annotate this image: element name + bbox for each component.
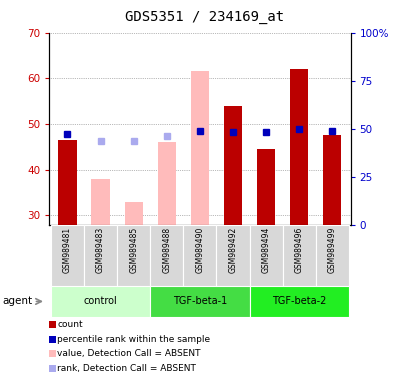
Text: percentile rank within the sample: percentile rank within the sample	[57, 334, 210, 344]
Text: GSM989481: GSM989481	[63, 227, 72, 273]
Text: GSM989490: GSM989490	[195, 227, 204, 273]
Bar	[256, 149, 274, 225]
Text: control: control	[83, 296, 117, 306]
Bar	[223, 106, 241, 225]
Text: GSM989499: GSM989499	[327, 227, 336, 273]
Bar	[315, 225, 348, 286]
Text: GSM989488: GSM989488	[162, 227, 171, 273]
Bar	[150, 225, 183, 286]
Bar	[157, 142, 175, 225]
Text: TGF-beta-2: TGF-beta-2	[271, 296, 326, 306]
Text: GDS5351 / 234169_at: GDS5351 / 234169_at	[125, 10, 284, 23]
Bar	[290, 69, 308, 225]
Bar	[322, 136, 341, 225]
Text: count: count	[57, 320, 83, 329]
Text: GSM989483: GSM989483	[96, 227, 105, 273]
Bar	[58, 140, 76, 225]
Bar	[84, 225, 117, 286]
Text: GSM989492: GSM989492	[228, 227, 237, 273]
Bar	[216, 225, 249, 286]
Bar	[150, 286, 249, 317]
Bar	[124, 202, 142, 225]
Bar	[117, 225, 150, 286]
Text: value, Detection Call = ABSENT: value, Detection Call = ABSENT	[57, 349, 200, 358]
Bar	[249, 225, 282, 286]
Bar	[190, 71, 209, 225]
Text: rank, Detection Call = ABSENT: rank, Detection Call = ABSENT	[57, 364, 196, 373]
Text: GSM989485: GSM989485	[129, 227, 138, 273]
Bar	[183, 225, 216, 286]
Text: TGF-beta-1: TGF-beta-1	[172, 296, 227, 306]
Bar	[51, 225, 84, 286]
Bar	[282, 225, 315, 286]
Text: GSM989496: GSM989496	[294, 227, 303, 273]
Bar	[91, 179, 109, 225]
Text: agent: agent	[2, 296, 32, 306]
Text: GSM989494: GSM989494	[261, 227, 270, 273]
Bar	[51, 286, 150, 317]
Bar	[249, 286, 348, 317]
